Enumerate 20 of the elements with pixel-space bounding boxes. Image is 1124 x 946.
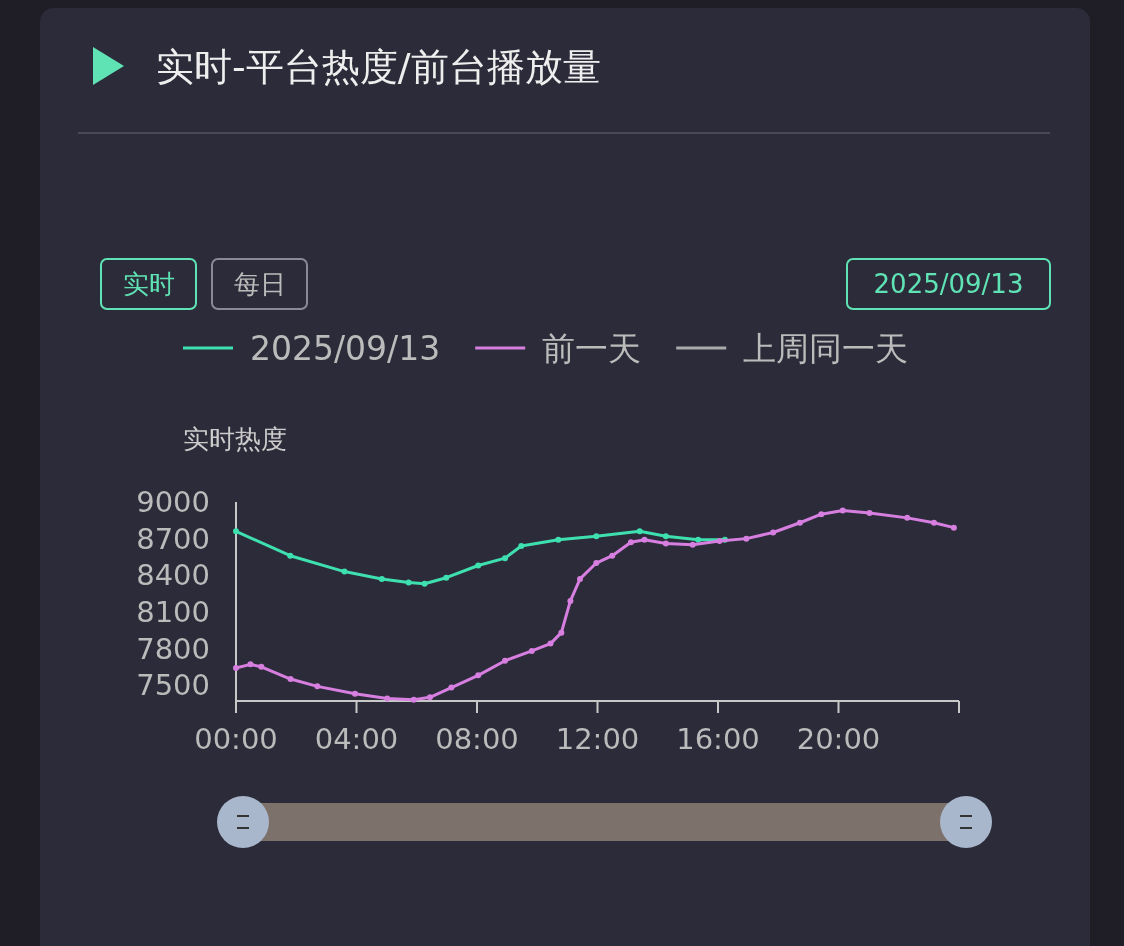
- x-tick-label: 20:00: [796, 722, 881, 756]
- y-axis-title: 实时热度: [183, 424, 287, 454]
- legend-label: 上周同一天: [743, 329, 909, 368]
- y-tick-label: 8400: [136, 558, 210, 593]
- text: 2025/09/13: [873, 269, 1024, 299]
- x-tick-label: 08:00: [435, 722, 519, 756]
- y-tick-label: 8100: [136, 594, 210, 629]
- y-tick-label: 9000: [136, 485, 210, 519]
- x-tick-label: 16:00: [676, 722, 760, 756]
- text: 每日: [233, 269, 286, 299]
- y-tick-label: 7500: [136, 668, 210, 703]
- legend-label: 2025/09/13: [250, 329, 441, 368]
- text: 实时: [122, 269, 175, 299]
- y-tick-label: 8700: [136, 521, 210, 556]
- x-tick-label: 04:00: [314, 722, 399, 756]
- y-tick-label: 7800: [136, 631, 210, 666]
- x-tick-label: 12:00: [555, 722, 640, 756]
- legend-label: 前一天: [542, 329, 642, 368]
- x-tick-label: 00:00: [194, 722, 278, 756]
- chart-title: 实时-平台热度/前台播放量: [156, 45, 601, 89]
